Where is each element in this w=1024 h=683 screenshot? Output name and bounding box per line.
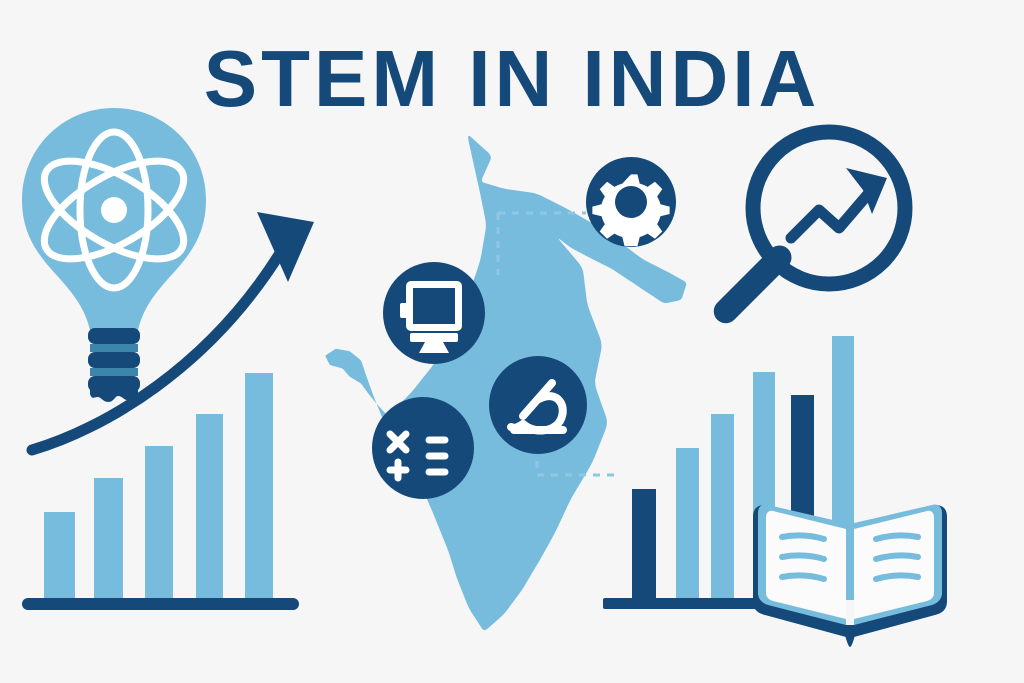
svg-text:STEM IN INDIA: STEM IN INDIA	[204, 34, 820, 123]
